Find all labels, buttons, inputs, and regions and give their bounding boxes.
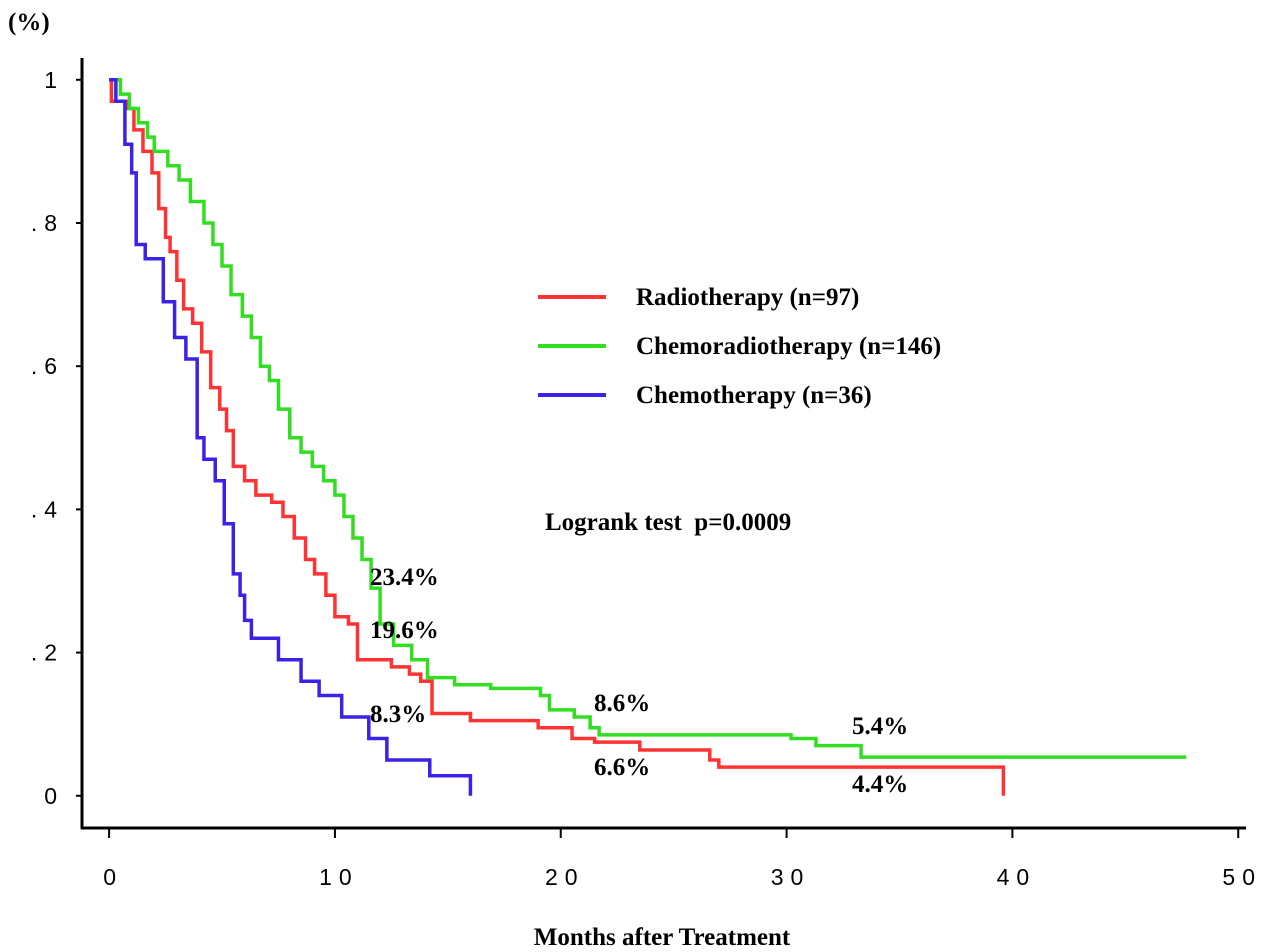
y-tick-label: 1 xyxy=(44,67,64,93)
legend-label: Radiotherapy (n=97) xyxy=(636,284,859,311)
survival-curve xyxy=(109,78,473,796)
y-tick-label: .4 xyxy=(31,496,64,522)
annotation: 4.4% xyxy=(852,771,908,798)
x-tick-label: 50 xyxy=(1222,864,1262,890)
x-tick-label: 10 xyxy=(319,864,359,890)
legend-label: Chemotherapy (n=36) xyxy=(636,382,872,409)
x-tick-label: 0 xyxy=(103,864,123,890)
annotation: Logrank test p=0.0009 xyxy=(545,509,791,536)
y-tick-label: 0 xyxy=(44,783,64,809)
y-tick-label: .2 xyxy=(31,640,64,666)
x-tick-label: 20 xyxy=(545,864,585,890)
y-axis-label: (%) xyxy=(8,9,50,36)
annotation: 5.4% xyxy=(852,713,908,740)
y-tick-label: .6 xyxy=(31,353,64,379)
annotation: 8.6% xyxy=(594,690,650,717)
x-tick-label: 30 xyxy=(771,864,811,890)
annotation: 19.6% xyxy=(370,617,439,644)
annotation: 23.4% xyxy=(370,564,439,591)
annotation: 8.3% xyxy=(370,701,426,728)
annotation: 6.6% xyxy=(594,754,650,781)
survival-curve xyxy=(109,78,1187,759)
legend-label: Chemoradiotherapy (n=146) xyxy=(636,333,941,360)
y-tick-label: .8 xyxy=(31,210,64,236)
x-axis-label: Months after Treatment xyxy=(534,924,791,951)
x-tick-label: 40 xyxy=(997,864,1037,890)
survival-curve xyxy=(109,78,1006,796)
